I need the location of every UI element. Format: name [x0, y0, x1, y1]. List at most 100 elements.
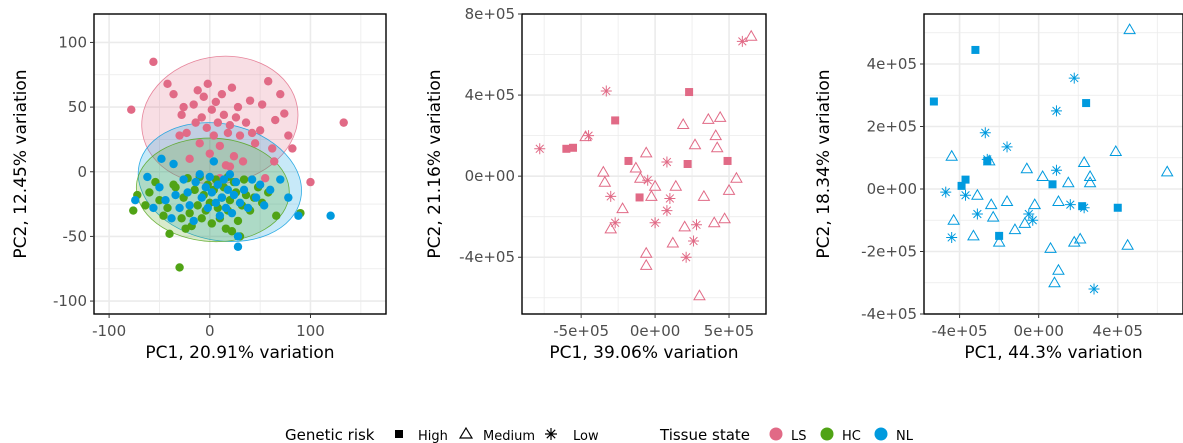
point-ls-square — [562, 144, 571, 153]
point-hc-circle — [175, 263, 184, 272]
point-nl-triangle — [945, 149, 959, 161]
point-ls-circle — [225, 162, 235, 171]
point-ls-circle — [231, 113, 241, 122]
point-nl-triangle — [971, 188, 984, 200]
point-hc-circle — [155, 196, 164, 205]
point-ls-star — [609, 217, 621, 229]
point-nl-triangle — [1036, 170, 1049, 181]
point-nl-circle — [189, 216, 198, 226]
point-nl-circle — [169, 159, 178, 169]
point-ls-circle — [233, 102, 243, 112]
pca-panel-2: -5e+05 0e+00 5e+05 -4e+05 0e+00 4e+05 8e+05 PC1… — [425, 5, 767, 363]
point-nl-star — [1068, 72, 1080, 84]
y-tick-label: -4e+05 — [861, 305, 917, 323]
point-ls-circle — [203, 79, 212, 89]
point-ls-circle — [247, 128, 257, 138]
point-ls-triangle — [688, 138, 702, 150]
point-ls-circle — [263, 77, 273, 86]
points — [127, 57, 348, 272]
point-ls-circle — [219, 110, 229, 120]
point-nl-triangle — [1123, 23, 1136, 35]
point-nl-circle — [255, 180, 265, 189]
panel-border — [521, 13, 767, 315]
grid — [924, 14, 1183, 314]
point-nl-star — [981, 153, 993, 165]
point-nl-square — [1048, 180, 1057, 189]
point-ls-circle — [288, 144, 297, 153]
point-ls-star — [583, 130, 595, 142]
point-ls-star — [680, 251, 692, 263]
point-nl-star — [979, 127, 991, 139]
point-ls-circle — [284, 131, 293, 140]
x-axis-title: PC1, 44.3% variation — [964, 343, 1142, 363]
point-nl-triangle — [1083, 170, 1097, 181]
x-tick-label: 4e+05 — [1093, 322, 1143, 340]
point-nl-circle — [167, 214, 176, 223]
point-nl-square — [957, 181, 966, 190]
point-nl-circle — [229, 190, 239, 200]
point-ls-triangle — [596, 165, 610, 177]
point-ls-square — [685, 88, 694, 97]
point-nl-triangle — [1028, 198, 1042, 210]
point-hc-circle — [129, 206, 138, 215]
point-ls-circle — [276, 89, 285, 99]
point-nl-circle — [225, 170, 235, 179]
point-nl-star — [940, 186, 952, 198]
point-ls-circle — [191, 118, 200, 127]
legend-tissue-hc: HC — [820, 427, 861, 443]
point-ls-circle — [213, 118, 223, 127]
point-ls-circle — [223, 128, 233, 138]
point-ls-triangle — [718, 212, 731, 224]
point-nl-star — [960, 189, 972, 201]
point-ls-triangle — [648, 179, 662, 191]
y-axis-title: PC2, 12.45% variation — [11, 69, 31, 258]
point-nl-circle — [161, 196, 170, 205]
point-ls-circle — [202, 123, 211, 132]
point-nl-circle — [131, 196, 140, 205]
point-nl-circle — [276, 175, 285, 184]
point-ls-triangle — [669, 179, 683, 191]
legend: Genetic risk High Medium Low Tissue stat… — [285, 426, 914, 443]
point-ls-circle — [197, 113, 206, 122]
point-hc-circle — [141, 201, 150, 210]
legend-medium-triangle — [458, 426, 474, 439]
point-ls-star — [642, 174, 654, 186]
point-nl-triangle — [1061, 176, 1075, 188]
point-nl-triangle — [1048, 276, 1061, 288]
point-ls-triangle — [697, 189, 711, 201]
point-ls-square — [611, 116, 620, 125]
point-ls-circle — [199, 92, 208, 101]
point-ls-circle — [179, 102, 188, 112]
point-nl-star — [1023, 208, 1035, 220]
legend-risk-low: Low — [545, 428, 599, 443]
point-nl-circle — [235, 198, 245, 207]
point-nl-star — [971, 208, 983, 220]
x-tick-label: 0e+00 — [1013, 322, 1063, 340]
x-tick-label: 0e+00 — [630, 322, 680, 340]
point-ls-circle — [339, 118, 348, 127]
legend-high-square — [395, 430, 403, 438]
x-tick-label: -5e+05 — [553, 322, 609, 340]
point-hc-circle — [227, 227, 237, 236]
point-nl-triangle — [1008, 223, 1022, 235]
point-nl-circle — [149, 203, 158, 213]
point-nl-triangle — [1073, 232, 1087, 244]
point-ls-triangle — [639, 246, 653, 258]
legend-risk-medium: Medium — [458, 426, 535, 443]
point-hc-circle — [185, 208, 194, 218]
points — [929, 23, 1174, 295]
y-tick-label: 50 — [68, 98, 87, 116]
point-nl-circle — [326, 211, 335, 220]
point-ls-circle — [185, 154, 194, 164]
point-nl-triangle — [1044, 241, 1057, 253]
y-tick-label: 100 — [58, 33, 87, 51]
point-ls-circle — [127, 105, 136, 114]
y-tick-label: -50 — [63, 227, 88, 245]
point-ls-triangle — [710, 141, 724, 153]
point-nl-circle — [179, 175, 188, 184]
point-ls-square — [569, 143, 578, 152]
point-nl-triangle — [1052, 263, 1065, 275]
point-ls-triangle — [645, 189, 658, 201]
point-nl-circle — [233, 232, 243, 241]
